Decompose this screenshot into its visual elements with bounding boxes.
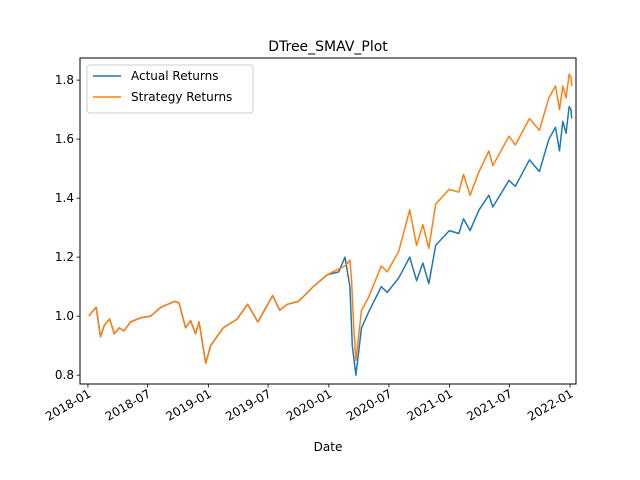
- x-axis-label: Date: [314, 440, 343, 454]
- y-tick-label: 1.4: [55, 191, 74, 205]
- y-tick-label: 1.6: [55, 132, 74, 146]
- plot-lines: [88, 73, 573, 376]
- y-tick-label: 1.2: [55, 250, 74, 264]
- legend: Actual Returns Strategy Returns: [86, 64, 254, 114]
- y-tick-label: 1.0: [55, 309, 74, 323]
- chart-title: DTree_SMAV_Plot: [268, 39, 388, 55]
- legend-label-actual-returns: Actual Returns: [131, 69, 218, 83]
- y-tick-label: 1.8: [55, 73, 74, 87]
- y-tick-label: 0.8: [55, 368, 74, 382]
- y-axis: 0.8 1.0 1.2 1.4 1.6 1.8: [55, 73, 80, 382]
- legend-label-strategy-returns: Strategy Returns: [131, 90, 232, 104]
- series-line-strategy-returns: [88, 73, 573, 365]
- legend-box: [86, 64, 254, 114]
- plot-frame: [79, 57, 577, 385]
